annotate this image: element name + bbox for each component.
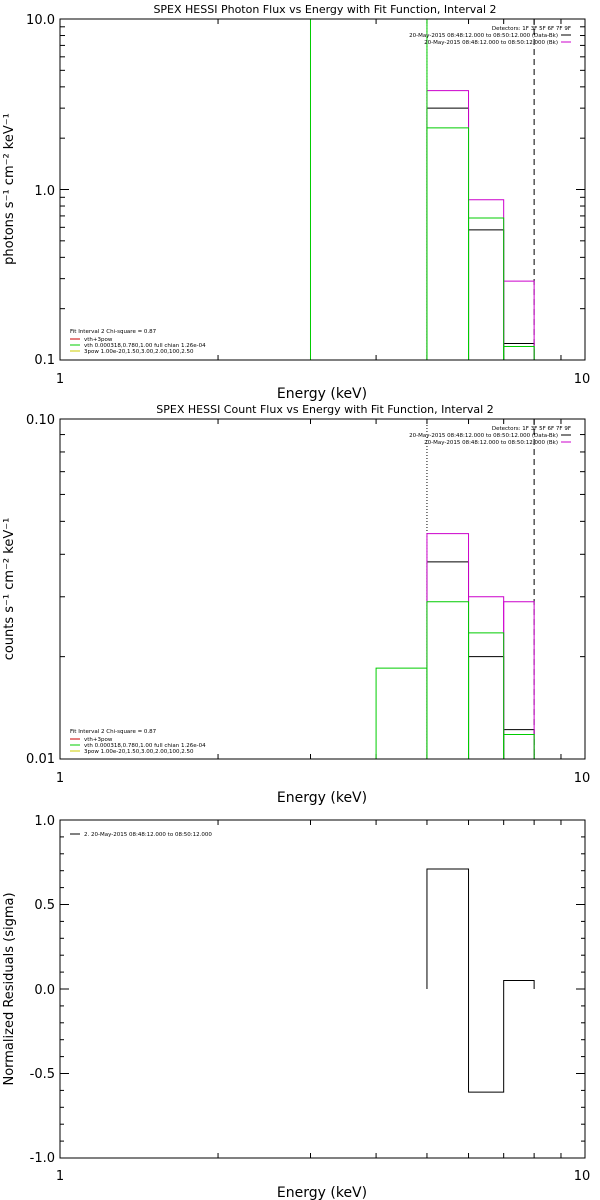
count-series-0-bin — [426, 561, 470, 759]
photon-legend-entry: 20-May-2015 08:48:12.000 to 08:50:12.000… — [424, 40, 558, 46]
photon-ytick-label: 0.1 — [34, 353, 55, 368]
count-ytick-label: 0.01 — [26, 752, 55, 767]
photon-detectors-text: Detectors: 1F 3F 5F 6F 7F 9F — [492, 26, 571, 32]
photon-series-2-bin — [309, 18, 428, 360]
count-series-1-bin — [468, 596, 505, 759]
photon-fit-info: Fit Interval 2 Chi-square = 0.87 — [70, 329, 157, 335]
photon-fit-entry: vth+3pow — [84, 337, 113, 343]
photon-series-0-bin — [468, 229, 505, 360]
photon-panel-title: SPEX HESSI Photon Flux vs Energy with Fi… — [153, 3, 496, 16]
count-series-2-bin — [426, 601, 470, 759]
photon-legend-entry: 20-May-2015 08:48:12.000 to 08:50:12.000… — [409, 33, 558, 39]
count-series-2-bin — [468, 632, 505, 759]
residuals-ytick-label: 1.0 — [34, 814, 55, 829]
residuals-ytick-label: -1.0 — [30, 1151, 55, 1166]
count-panel-title: SPEX HESSI Count Flux vs Energy with Fit… — [156, 403, 493, 416]
count-y-axis-label: counts s⁻¹ cm⁻² keV⁻¹ — [2, 518, 17, 661]
count-detectors-text: Detectors: 1F 3F 5F 6F 7F 9F — [492, 426, 571, 432]
count-series-2-bin — [375, 667, 428, 759]
count-ytick-label: 0.10 — [26, 413, 55, 428]
count-fit-entry: 3pow 1.00e-20,1.50,3.00,2.00,100,2.50 — [84, 749, 194, 755]
photon-ytick-label: 10.0 — [26, 13, 55, 28]
residuals-x-axis-label: Energy (keV) — [277, 1185, 367, 1200]
photon-xtick-label: 10 — [574, 372, 591, 387]
count-fit-entry: vth 0.000318,0.780,1.00 full chian 1.26e… — [84, 743, 206, 749]
residuals-legend-entry: 2. 20-May-2015 08:48:12.000 to 08:50:12.… — [84, 832, 212, 838]
residuals-xtick-label: 1 — [56, 1169, 64, 1184]
count-series-2-bin — [503, 734, 535, 759]
count-plot-frame — [59, 418, 586, 760]
photon-fit-entry: vth 0.000318,0.780,1.00 full chian 1.26e… — [84, 343, 206, 349]
photon-plot-frame — [59, 18, 586, 361]
residuals-plot-area — [60, 819, 585, 1159]
count-fit-info: Fit Interval 2 Chi-square = 0.87 — [70, 729, 157, 735]
residuals-panel: 1.0 0.5 0.0 -0.5 -1.0 1 10 Energy (keV) … — [2, 814, 590, 1200]
count-legend-entry: 20-May-2015 08:48:12.000 to 08:50:12.000… — [409, 433, 558, 439]
photon-series-1-bin — [426, 90, 470, 360]
residuals-ytick-label: -0.5 — [30, 1067, 55, 1082]
count-legend-entry: 20-May-2015 08:48:12.000 to 08:50:12.000… — [424, 440, 558, 446]
count-xtick-label: 1 — [56, 771, 64, 786]
count-plot-area — [60, 418, 585, 760]
photon-flux-panel: SPEX HESSI Photon Flux vs Energy with Fi… — [2, 3, 590, 402]
photon-ytick-label: 1.0 — [34, 184, 55, 199]
photon-series-0-bin — [426, 107, 470, 360]
photon-plot-area — [60, 18, 585, 361]
count-series-1-bin — [426, 533, 470, 759]
residuals-series-0-bin — [426, 868, 470, 989]
residuals-series-0-bin — [503, 980, 535, 989]
count-fit-entry: vth+3pow — [84, 737, 113, 743]
photon-y-axis-label: photons s⁻¹ cm⁻² keV⁻¹ — [2, 113, 17, 265]
photon-series-2-bin — [503, 346, 535, 360]
count-series-0-bin — [468, 656, 505, 759]
photon-xtick-label: 1 — [56, 372, 64, 387]
count-series-1-bin — [503, 601, 535, 759]
photon-fit-entry: 3pow 1.00e-20,1.50,3.00,2.00,100,2.50 — [84, 349, 194, 355]
count-series-0-bin — [503, 729, 535, 759]
photon-x-axis-label: Energy (keV) — [277, 386, 367, 402]
count-x-axis-label: Energy (keV) — [277, 790, 367, 806]
photon-series-1-bin — [468, 199, 505, 360]
count-flux-panel: SPEX HESSI Count Flux vs Energy with Fit… — [2, 403, 590, 806]
photon-series-1-bin — [503, 280, 535, 360]
residuals-plot-frame — [59, 819, 586, 1159]
residuals-series-0-bin — [468, 989, 505, 1093]
photon-series-2-bin — [468, 217, 505, 360]
photon-series-0-bin — [503, 342, 535, 360]
count-xtick-label: 10 — [574, 771, 591, 786]
residuals-ytick-label: 0.0 — [34, 983, 55, 998]
residuals-xtick-label: 10 — [574, 1169, 591, 1184]
residuals-y-axis-label: Normalized Residuals (sigma) — [2, 892, 17, 1085]
photon-series-2-bin — [426, 127, 470, 360]
residuals-ytick-label: 0.5 — [34, 898, 55, 913]
